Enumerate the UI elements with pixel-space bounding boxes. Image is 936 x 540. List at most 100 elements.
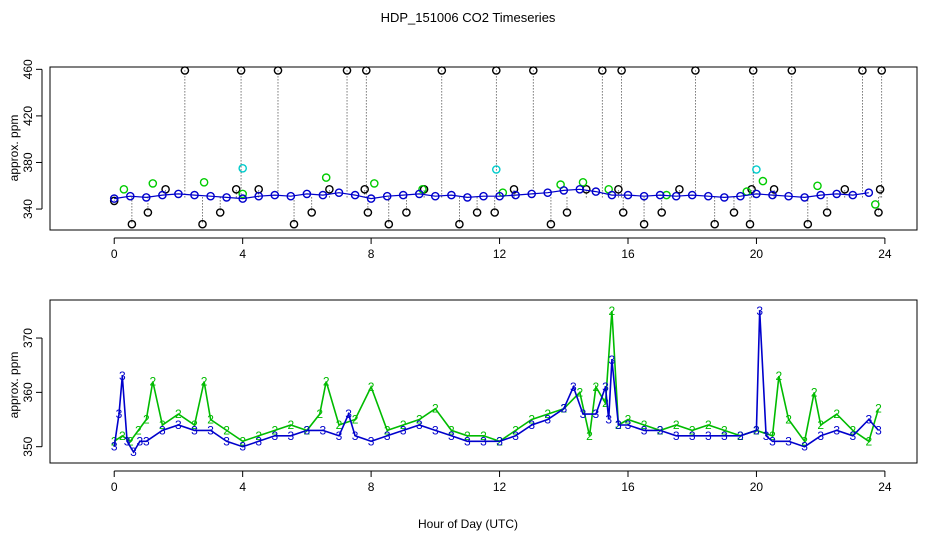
series-3-marker: 3 [753, 423, 760, 437]
series-3-marker: 3 [175, 418, 182, 432]
series-2-marker: 2 [352, 413, 359, 427]
point-co2-blue [366, 194, 376, 203]
series-3-marker: 3 [416, 418, 423, 432]
series-2-marker: 2 [480, 429, 487, 443]
series-3-marker: 3 [673, 429, 680, 443]
series-2-marker: 2 [817, 418, 824, 432]
top-y-tick-label: 460 [21, 59, 35, 79]
point-raw-black [437, 66, 447, 75]
point-co2-blue [543, 188, 553, 197]
point-co2-blue [720, 193, 729, 202]
series-3-marker: 3 [544, 413, 551, 427]
series-2-marker: 2 [159, 418, 166, 432]
series-2-marker: 2 [143, 413, 150, 427]
series-2-marker: 2 [769, 429, 776, 443]
bottom-x-tick-label: 24 [878, 480, 892, 494]
series-2-marker: 2 [801, 434, 808, 448]
point-raw-black [675, 184, 684, 194]
series-2-marker: 2 [721, 423, 728, 437]
series-3-marker: 3 [496, 434, 503, 448]
chart-title: HDP_151006 CO2 Timeseries [381, 10, 556, 25]
point-cal-green [369, 179, 379, 188]
point-cal-green [199, 177, 209, 187]
series-2-marker: 2 [368, 380, 375, 394]
series-3-marker: 3 [849, 429, 856, 443]
series-2-marker: 2 [271, 423, 278, 437]
point-co2-blue [350, 190, 360, 200]
series-2-marker: 2 [875, 402, 882, 416]
point-co2-blue [222, 193, 231, 202]
series-2-marker: 2 [544, 407, 551, 421]
point-co2-blue [848, 190, 858, 200]
series-3-marker: 3 [833, 423, 840, 437]
point-co2-blue [479, 191, 488, 201]
series-2-marker: 2 [586, 429, 593, 443]
series-3-marker: 3 [368, 434, 375, 448]
series-3-marker: 3 [528, 418, 535, 432]
series-3-marker: 3 [689, 429, 696, 443]
series-2-marker: 2 [785, 413, 792, 427]
series-2-marker: 2 [865, 434, 872, 448]
point-raw-black [729, 208, 739, 217]
point-co2-blue [430, 191, 440, 201]
series-3-marker: 3 [657, 423, 664, 437]
top-y-tick-label: 340 [21, 199, 35, 219]
point-raw-black [360, 184, 370, 194]
series-raw-black [109, 66, 887, 229]
point-co2-blue [800, 193, 809, 202]
point-co2-blue [174, 189, 183, 199]
point-raw-black [657, 208, 667, 217]
series-2-marker: 2 [191, 418, 198, 432]
series-3-marker: 3 [801, 440, 808, 454]
point-raw-black [529, 66, 538, 75]
point-cal-green [148, 179, 158, 188]
point-raw-black [822, 208, 832, 217]
series-2-marker: 2 [849, 423, 856, 437]
point-raw-black [490, 208, 500, 217]
point-co2-blue [832, 189, 842, 199]
top-x-tick-label: 8 [368, 247, 375, 261]
point-co2-blue [511, 190, 520, 200]
series-3-marker: 3 [320, 423, 327, 437]
series-3-marker: 3 [570, 380, 577, 394]
point-raw-black [747, 184, 756, 194]
point-raw-black [472, 208, 482, 217]
point-raw-black [254, 184, 264, 194]
point-raw-black [691, 66, 700, 75]
series-2-marker: 2 [576, 385, 583, 399]
point-raw-black [307, 208, 317, 217]
bottom-y-tick-label: 370 [21, 328, 35, 348]
series-2-marker: 2 [416, 413, 423, 427]
bottom-y-axis-label: approx. ppm [7, 352, 21, 419]
series-3-line [113, 310, 880, 454]
series-3-marker: 3 [615, 418, 622, 432]
series-3-marker: 3 [865, 413, 872, 427]
point-raw-black [618, 208, 628, 217]
point-raw-black [748, 66, 758, 75]
point-co2-blue [784, 191, 793, 201]
point-raw-black [143, 208, 153, 217]
top-y-tick-label: 380 [21, 152, 35, 172]
series-3-marker: 3 [641, 423, 648, 437]
point-raw-black [491, 66, 501, 75]
series-2-marker: 2 [609, 304, 616, 318]
series-3-marker: 3 [705, 429, 712, 443]
point-raw-black [363, 208, 373, 217]
point-raw-black [874, 208, 883, 217]
point-raw-black [617, 66, 626, 75]
point-co2-blue [736, 191, 745, 201]
point-co2-blue [655, 190, 665, 200]
series-2-marker: 2 [776, 369, 783, 383]
point-co2-blue [238, 194, 247, 203]
series-3-marker: 3 [124, 434, 131, 448]
point-raw-black [273, 66, 283, 75]
point-co2-blue [414, 189, 424, 199]
point-cal-green [119, 184, 129, 194]
series-3-marker: 3 [817, 429, 824, 443]
series-2-marker: 2 [255, 429, 262, 443]
point-co2-blue [575, 184, 585, 194]
series-3-marker: 3 [448, 429, 455, 443]
